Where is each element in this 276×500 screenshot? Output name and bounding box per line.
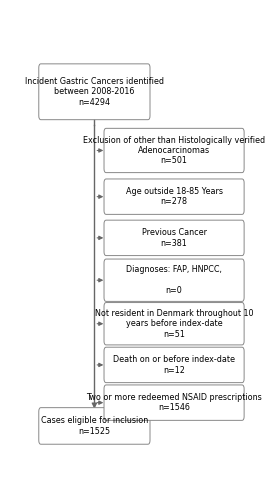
Text: Diagnoses: FAP, HNPCC,

n=0: Diagnoses: FAP, HNPCC, n=0 [126,266,222,295]
Text: Previous Cancer
n=381: Previous Cancer n=381 [142,228,206,248]
Text: Two or more redeemed NSAID prescriptions
n=1546: Two or more redeemed NSAID prescriptions… [86,393,262,412]
FancyBboxPatch shape [104,220,244,256]
Text: Incident Gastric Cancers identified
between 2008-2016
n=4294: Incident Gastric Cancers identified betw… [25,77,164,106]
Text: Not resident in Denmark throughout 10
years before index-date
n=51: Not resident in Denmark throughout 10 ye… [95,309,253,338]
FancyBboxPatch shape [39,408,150,444]
FancyBboxPatch shape [104,259,244,302]
FancyBboxPatch shape [104,179,244,214]
FancyBboxPatch shape [104,385,244,420]
Text: Age outside 18-85 Years
n=278: Age outside 18-85 Years n=278 [126,187,222,206]
FancyBboxPatch shape [39,64,150,120]
Text: Death on or before index-date
n=12: Death on or before index-date n=12 [113,355,235,374]
FancyBboxPatch shape [104,128,244,172]
FancyBboxPatch shape [104,347,244,382]
Text: Cases eligible for inclusion
n=1525: Cases eligible for inclusion n=1525 [41,416,148,436]
Text: Exclusion of other than Histologically verified
Adenocarcinomas
n=501: Exclusion of other than Histologically v… [83,136,265,166]
FancyBboxPatch shape [104,302,244,345]
